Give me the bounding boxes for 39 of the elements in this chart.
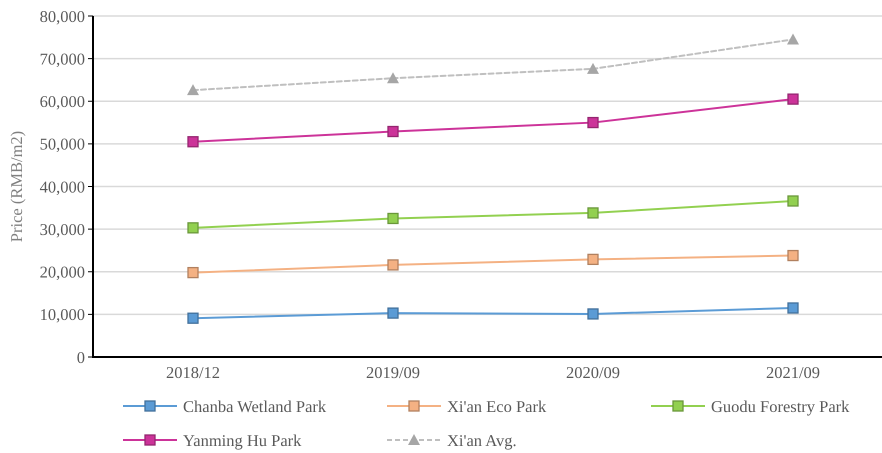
point [587, 116, 599, 128]
point [587, 308, 599, 320]
point [387, 126, 399, 138]
point [787, 302, 799, 314]
y-axis-title: Price (RMB/m2) [7, 130, 26, 242]
point [187, 312, 199, 324]
point [587, 254, 599, 266]
legend-label: Chanba Wetland Park [183, 396, 327, 416]
point [387, 307, 399, 319]
x-tick-label: 2018/12 [166, 363, 220, 382]
y-tick-label: 0 [76, 348, 85, 367]
point [187, 136, 199, 148]
y-tick-label: 20,000 [40, 262, 85, 282]
x-tick-label: 2021/09 [766, 363, 820, 382]
point [187, 266, 199, 278]
point [587, 207, 599, 219]
point [787, 250, 799, 262]
point [387, 212, 399, 224]
point [787, 93, 799, 105]
point [187, 222, 199, 234]
x-tick-label: 2019/09 [366, 363, 420, 382]
y-tick-label: 50,000 [40, 134, 85, 154]
y-tick-label: 70,000 [40, 49, 85, 68]
point [787, 33, 799, 44]
legend-label: Xi'an Eco Park [447, 396, 547, 416]
x-tick-label: 2020/09 [566, 363, 620, 382]
point [387, 259, 399, 271]
point [587, 62, 599, 74]
point [187, 84, 199, 96]
y-tick-label: 40,000 [40, 177, 85, 196]
y-tick-label: 80,000 [40, 6, 85, 26]
legend-label: Xi'an Avg. [447, 430, 517, 450]
point [787, 195, 799, 207]
point [387, 72, 399, 84]
y-tick-label: 60,000 [40, 92, 85, 112]
y-tick-label: 30,000 [40, 220, 85, 239]
legend-label: Yanming Hu Park [183, 430, 302, 450]
y-tick-label: 10,000 [40, 305, 85, 324]
legend-label: Guodu Forestry Park [711, 396, 850, 416]
